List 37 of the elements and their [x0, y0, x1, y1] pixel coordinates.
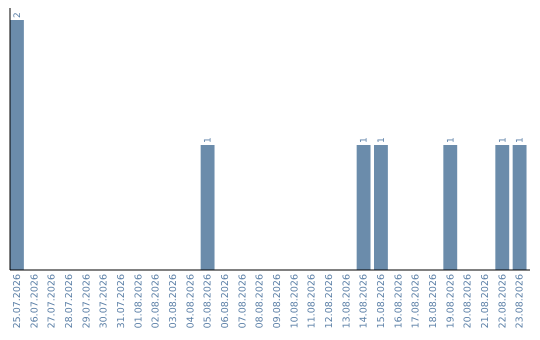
- x-tick-label: 05.08.2026: [202, 274, 214, 328]
- x-tick-label: 17.08.2026: [410, 274, 422, 328]
- x-tick-label: 03.08.2026: [168, 274, 179, 328]
- x-tick-label: 18.08.2026: [428, 274, 439, 328]
- x-tick-label: 08.08.2026: [254, 274, 266, 328]
- x-tick-label: 01.08.2026: [133, 274, 144, 328]
- x-tick-label: 13.08.2026: [341, 274, 352, 328]
- x-tick-label: 15.08.2026: [376, 274, 387, 328]
- x-tick-label: 12.08.2026: [324, 274, 335, 328]
- x-tick-label: 28.07.2026: [64, 274, 75, 328]
- x-tick-label: 20.08.2026: [462, 274, 474, 328]
- x-tick-label: 25.07.2026: [12, 274, 23, 328]
- x-tick-label: 31.07.2026: [116, 274, 127, 328]
- data-label: 1: [498, 137, 508, 143]
- x-tick-label: 21.08.2026: [480, 274, 491, 328]
- x-tick-label: 19.08.2026: [445, 274, 456, 328]
- x-tick-label: 29.07.2026: [81, 274, 92, 328]
- x-tick-label: 06.08.2026: [220, 274, 231, 328]
- x-tick-label: 16.08.2026: [393, 274, 404, 328]
- x-tick-label: 04.08.2026: [185, 274, 196, 328]
- data-label: 1: [376, 137, 387, 143]
- data-label: 1: [204, 137, 214, 143]
- data-label: 1: [360, 137, 370, 143]
- x-tick-label: 02.08.2026: [150, 274, 162, 328]
- x-tick-label: 09.08.2026: [272, 274, 283, 328]
- data-label: 2: [12, 12, 23, 18]
- x-tick-label: 30.07.2026: [98, 274, 110, 328]
- x-tick-label: 26.07.2026: [29, 274, 40, 328]
- x-tick-label: 14.08.2026: [358, 274, 370, 328]
- data-label: 1: [516, 137, 526, 143]
- x-tick-label: 22.08.2026: [497, 274, 508, 328]
- data-label: 1: [446, 137, 456, 143]
- x-tick-label: 07.08.2026: [237, 274, 248, 328]
- x-tick-label: 11.08.2026: [306, 274, 318, 328]
- x-tick-label: 10.08.2026: [289, 274, 300, 328]
- x-tick-label: 27.07.2026: [46, 274, 58, 328]
- x-tick-label: 23.08.2026: [514, 274, 526, 328]
